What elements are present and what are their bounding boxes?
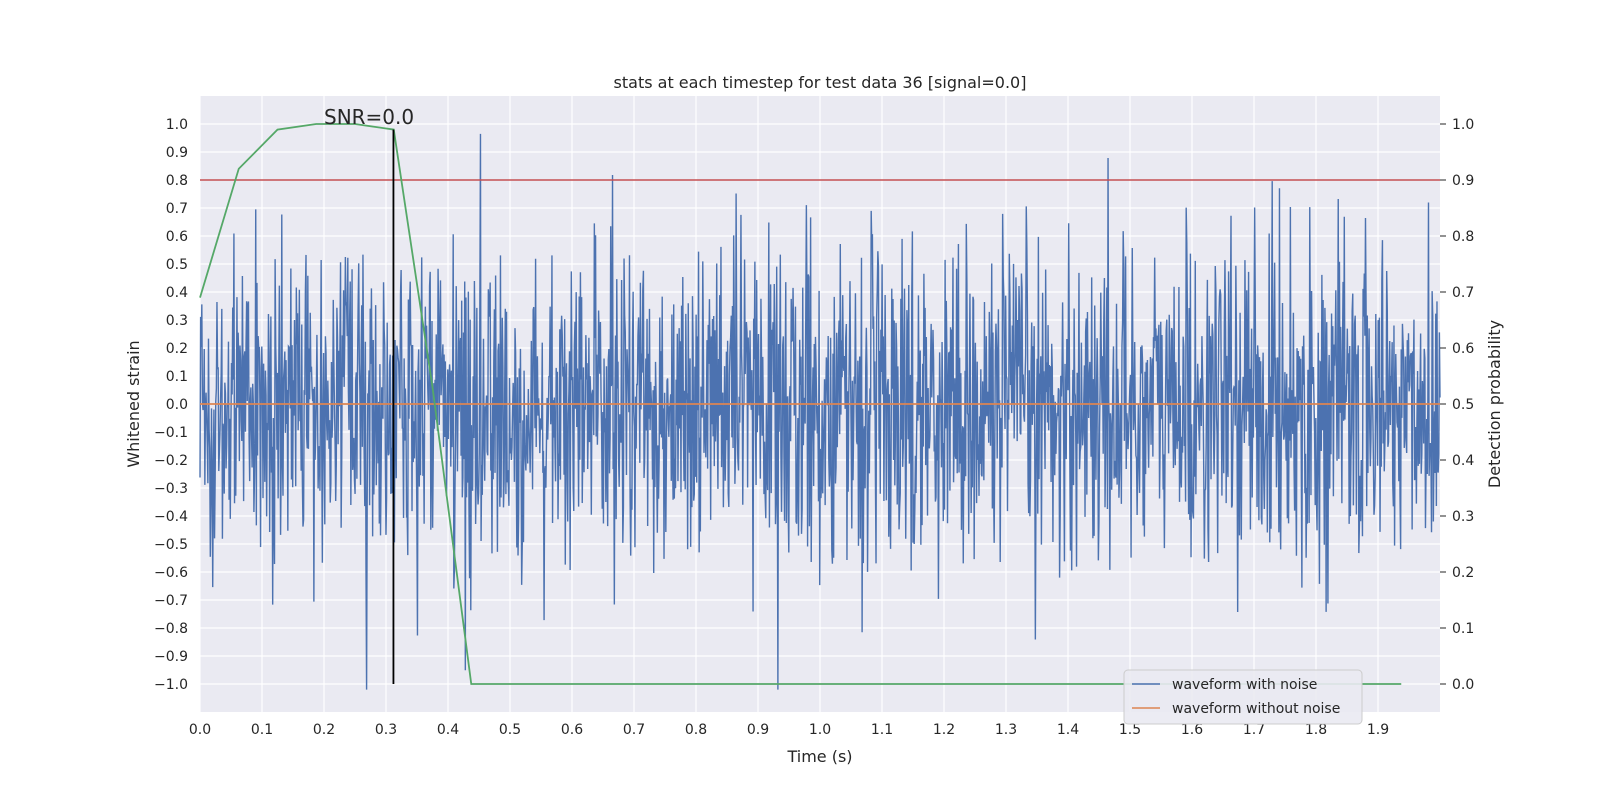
x-tick-label: 0.4: [437, 722, 459, 738]
x-tick-label: 1.0: [809, 722, 831, 738]
y2-tick-label: 0.2: [1452, 565, 1474, 581]
x-tick-label: 0.2: [313, 722, 335, 738]
x-tick-label: 1.6: [1181, 722, 1203, 738]
y2-tick-label: 0.9: [1452, 173, 1474, 189]
y2-axis-label: Detection probability: [1485, 320, 1504, 488]
x-tick-label: 0.3: [375, 722, 397, 738]
y2-tick-label: 0.0: [1452, 677, 1474, 693]
y-tick-label: 0.8: [166, 173, 188, 189]
y-tick-label: 0.4: [166, 285, 188, 301]
y2-tick-label: 0.7: [1452, 285, 1474, 301]
y2-tick-label: 0.1: [1452, 621, 1474, 637]
legend-box: [1123, 669, 1363, 725]
y2-tick-label: 0.5: [1452, 397, 1474, 413]
y2-tick-label: 0.4: [1452, 453, 1474, 469]
y-tick-label: −0.2: [154, 453, 188, 469]
y-tick-label: −1.0: [154, 677, 188, 693]
x-tick-label: 0.6: [561, 722, 583, 738]
chart-title: stats at each timestep for test data 36 …: [614, 73, 1027, 92]
x-tick-labels: 0.0 0.1 0.2 0.3 0.4 0.5 0.6 0.7 0.8 0.9 1.0 1.1 1.2 1…: [189, 722, 1389, 738]
y-tick-label: 0.0: [166, 397, 188, 413]
series-waveform-with-noise: [199, 133, 1441, 690]
y-tick-label: 0.3: [166, 313, 188, 329]
x-tick-label: 0.0: [189, 722, 211, 738]
y-tick-label: −0.8: [154, 621, 188, 637]
y2-tick-labels: 1.0 0.9 0.8 0.7 0.6 0.5 0.4 0.3 0.2 0.1 0.0: [1440, 117, 1474, 693]
y2-tick-label: 0.6: [1452, 341, 1474, 357]
legend-label-noise: waveform with noise: [1172, 677, 1317, 693]
y2-tick-label: 1.0: [1452, 117, 1474, 133]
y-tick-label: 0.9: [166, 145, 188, 161]
x-tick-label: 0.7: [623, 722, 645, 738]
x-axis-label: Time (s): [786, 747, 852, 766]
y-tick-label: −0.4: [154, 509, 188, 525]
y-tick-label: −0.7: [154, 593, 188, 609]
legend-label-clean: waveform without noise: [1172, 701, 1340, 717]
y-tick-label: −0.9: [154, 649, 188, 665]
y-tick-label: 0.1: [166, 369, 188, 385]
x-tick-label: 1.1: [871, 722, 893, 738]
x-tick-label: 1.3: [995, 722, 1017, 738]
x-tick-label: 1.9: [1367, 722, 1389, 738]
noise-waveform-layer: [199, 133, 1441, 690]
y-tick-label: 0.2: [166, 341, 188, 357]
y-tick-label: 0.5: [166, 257, 188, 273]
y-tick-label: −0.6: [154, 565, 188, 581]
x-tick-label: 0.9: [747, 722, 769, 738]
x-tick-label: 0.8: [685, 722, 707, 738]
x-tick-label: 0.5: [499, 722, 521, 738]
legend: waveform with noise waveform without noi…: [1123, 669, 1363, 725]
y-tick-labels: 1.0 0.9 0.8 0.7 0.6 0.5 0.4 0.3 0.2 0.1 0.0 −0.1 −0.…: [154, 117, 188, 693]
x-tick-label: 1.4: [1057, 722, 1079, 738]
x-tick-label: 1.7: [1243, 722, 1265, 738]
y-tick-label: −0.1: [154, 425, 188, 441]
y-tick-label: −0.5: [154, 537, 188, 553]
y-tick-label: 0.6: [166, 229, 188, 245]
y-tick-label: −0.3: [154, 481, 188, 497]
y-axis-label: Whitened strain: [124, 340, 143, 467]
y-tick-label: 1.0: [166, 117, 188, 133]
x-tick-label: 1.2: [933, 722, 955, 738]
y2-tick-label: 0.3: [1452, 509, 1474, 525]
snr-annotation: SNR=0.0: [324, 105, 414, 129]
y-tick-label: 0.7: [166, 201, 188, 217]
x-tick-label: 1.8: [1305, 722, 1327, 738]
x-tick-label: 1.5: [1119, 722, 1141, 738]
x-tick-label: 0.1: [251, 722, 273, 738]
y2-tick-label: 0.8: [1452, 229, 1474, 245]
